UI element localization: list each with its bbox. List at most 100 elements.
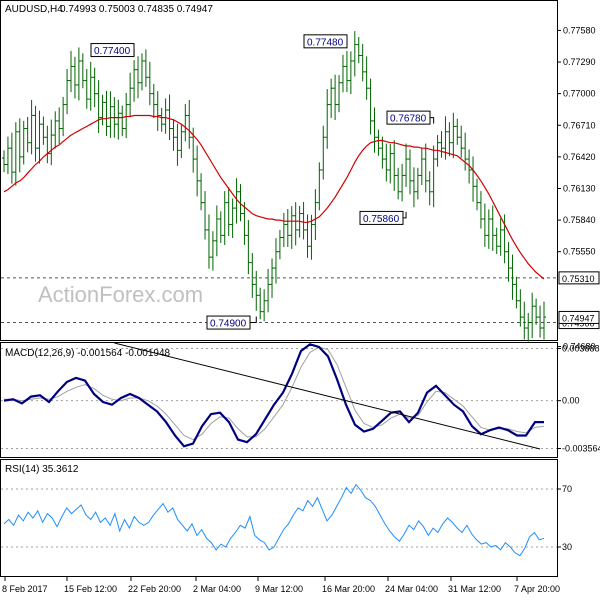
candle <box>92 67 97 108</box>
candle <box>455 118 460 145</box>
candle <box>348 51 353 95</box>
candle <box>392 140 397 191</box>
annotation-3: 0.75860 <box>359 210 407 225</box>
candle <box>352 31 357 77</box>
candle <box>226 187 231 237</box>
candle <box>486 209 491 249</box>
candle <box>33 105 38 162</box>
candle <box>234 178 239 224</box>
price-tick-label: 0.76420 <box>563 152 596 162</box>
candle <box>478 191 483 229</box>
macd-title: MACD(12,26,9) -0.001564 -0.001948 <box>5 348 171 359</box>
candle <box>514 276 519 309</box>
annotation-box <box>90 43 135 58</box>
candle <box>218 211 223 243</box>
candle <box>222 191 227 245</box>
candle <box>84 69 89 109</box>
x-tick-label: 8 Feb 2017 <box>2 584 48 594</box>
candle <box>80 53 85 89</box>
candle <box>329 78 334 119</box>
candle <box>301 202 306 240</box>
candle <box>372 107 377 153</box>
current-price-box <box>558 310 600 324</box>
candle <box>333 74 338 121</box>
chart-header-ohlc: 0.74993 0.75003 0.74835 0.74947 <box>60 4 213 15</box>
annotation-label: 0.77400 <box>94 46 131 57</box>
candle <box>210 231 215 271</box>
candle <box>199 173 204 211</box>
annotation-label: 0.75860 <box>363 214 400 225</box>
annotation-leader <box>430 117 435 124</box>
candle <box>116 99 121 140</box>
candle <box>53 111 58 149</box>
candle <box>136 56 141 99</box>
candle <box>337 75 342 113</box>
candle <box>250 253 255 298</box>
candle <box>538 305 543 338</box>
candle <box>526 312 531 342</box>
candle <box>203 191 208 240</box>
candle <box>187 99 192 149</box>
candle <box>407 149 412 195</box>
candle <box>242 202 247 245</box>
macd-tick-label: 0.003888 <box>562 344 600 354</box>
price-tick-label: 0.74680 <box>563 342 596 352</box>
candle <box>482 203 487 247</box>
candle <box>96 80 101 134</box>
candle <box>171 118 176 151</box>
candle <box>309 214 314 260</box>
rsi-layer: 70 30 <box>1 483 572 557</box>
candle <box>451 112 456 159</box>
price-tick-label: 0.77580 <box>563 25 596 35</box>
candle <box>510 254 515 300</box>
candle <box>542 301 546 340</box>
price-tick-label: 0.77000 <box>563 89 596 99</box>
candle <box>404 143 409 187</box>
candle <box>5 136 10 175</box>
candle <box>155 91 160 131</box>
annotation-2: 0.76780 <box>386 110 435 125</box>
candle <box>254 270 259 311</box>
candle <box>396 167 401 200</box>
candle <box>214 205 219 257</box>
candle <box>37 110 42 164</box>
candle <box>277 229 282 260</box>
candle <box>151 84 156 119</box>
x-tick-label: 22 Feb 20:00 <box>128 584 181 594</box>
candle <box>463 132 468 171</box>
candle <box>423 143 428 193</box>
candle <box>305 214 310 258</box>
price-tick-label: 0.77290 <box>563 57 596 67</box>
candle <box>502 214 507 264</box>
candle <box>340 54 345 93</box>
candle <box>313 189 318 240</box>
moving-average-line <box>3 114 545 280</box>
candle <box>21 120 26 165</box>
candle <box>270 258 275 298</box>
candle <box>230 198 235 238</box>
candle <box>41 116 46 145</box>
annotation-box <box>206 315 251 330</box>
candle <box>494 227 499 254</box>
candle <box>439 131 444 158</box>
candle <box>415 167 420 200</box>
candle <box>321 125 326 180</box>
candle <box>400 163 405 202</box>
candle <box>325 89 330 149</box>
annotation-1: 0.77480 <box>303 34 348 49</box>
candle <box>104 90 109 136</box>
candle <box>411 167 416 208</box>
candle <box>100 94 105 126</box>
watermark: ActionForex.com <box>38 282 203 307</box>
price-panel <box>0 0 558 341</box>
level-tag-box <box>558 271 600 285</box>
candle <box>13 122 18 186</box>
candle <box>49 119 54 166</box>
candle <box>364 56 369 100</box>
candle <box>120 105 125 137</box>
candle <box>195 145 200 197</box>
current-price-label: 0.74947 <box>562 313 595 323</box>
candle <box>262 289 267 322</box>
annotation-label: 0.76780 <box>390 114 427 125</box>
candle <box>88 61 93 111</box>
